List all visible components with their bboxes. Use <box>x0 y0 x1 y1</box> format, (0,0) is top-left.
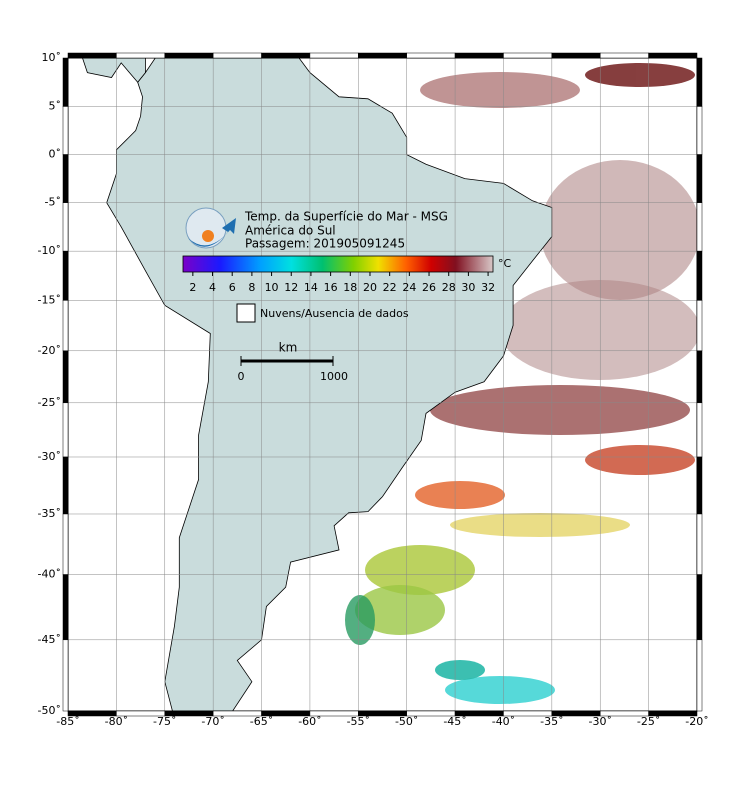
scale-unit: km <box>279 341 298 355</box>
border-segment <box>358 52 407 59</box>
border-segment <box>309 52 359 59</box>
border-segment <box>62 456 69 515</box>
colorbar-tick-label: 26 <box>422 281 436 294</box>
lon-tick-label: -30˚ <box>588 715 611 728</box>
border-segment <box>648 710 698 717</box>
border-segment <box>551 52 601 59</box>
region: América do Sul <box>245 224 336 238</box>
border-segment <box>62 202 69 252</box>
border-segment <box>696 106 703 155</box>
border-segment <box>212 52 262 59</box>
lon-tick-label: -75˚ <box>153 715 176 728</box>
title: Temp. da Superfície do Mar - MSG <box>244 210 448 224</box>
border-segment <box>67 52 117 59</box>
lon-tick-label: -80˚ <box>105 715 128 728</box>
lon-tick-label: -70˚ <box>201 715 224 728</box>
border-segment <box>261 52 311 59</box>
colorbar-tick-label: 14 <box>304 281 318 294</box>
scale-end-label: 1000 <box>320 370 348 383</box>
border-segment <box>454 52 504 59</box>
border-segment <box>62 350 69 404</box>
colorbar-tick-label: 30 <box>461 281 475 294</box>
lat-tick-label: -10˚ <box>38 244 61 257</box>
lat-tick-label: -50˚ <box>38 704 61 717</box>
sst-field <box>345 63 697 704</box>
colorbar-tick-label: 12 <box>284 281 298 294</box>
colorbar-tick-label: 4 <box>209 281 216 294</box>
colorbar-tick-label: 32 <box>481 281 495 294</box>
lat-tick-label: -45˚ <box>38 633 61 646</box>
lat-tick-label: 10˚ <box>42 51 62 64</box>
colorbar <box>182 255 494 273</box>
border-segment <box>503 52 553 59</box>
colorbar-tick-label: 6 <box>229 281 236 294</box>
lat-tick-label: -20˚ <box>38 344 61 357</box>
lat-tick-label: -35˚ <box>38 507 61 520</box>
border-segment <box>696 250 703 301</box>
border-segment <box>164 52 214 59</box>
lat-tick-label: 5˚ <box>49 99 62 112</box>
colorbar-tick-label: 16 <box>324 281 338 294</box>
colorbar-tick-label: 20 <box>363 281 377 294</box>
border-segment <box>62 106 69 155</box>
border-segment <box>599 52 649 59</box>
lat-tick-label: -25˚ <box>38 396 61 409</box>
border-segment <box>62 250 69 301</box>
lon-tick-label: -25˚ <box>637 715 660 728</box>
border-segment <box>62 57 69 107</box>
lon-tick-label: -50˚ <box>395 715 418 728</box>
border-segment <box>696 456 703 515</box>
lon-tick-label: -40˚ <box>492 715 515 728</box>
lat-tick-label: 0˚ <box>49 148 62 161</box>
border-segment <box>696 154 703 203</box>
legend-swatch <box>236 303 256 323</box>
lon-tick-label: -20˚ <box>685 715 708 728</box>
border-segment <box>696 57 703 107</box>
legend-label: Nuvens/Ausencia de dados <box>260 307 409 320</box>
border-segment <box>696 513 703 575</box>
colorbar-tick-label: 18 <box>343 281 357 294</box>
lon-tick-label: -60˚ <box>298 715 321 728</box>
land <box>82 58 146 83</box>
border-segment <box>696 350 703 404</box>
border-segment <box>62 402 69 458</box>
border-segment <box>648 52 698 59</box>
lon-tick-label: -35˚ <box>540 715 563 728</box>
logo <box>185 207 236 249</box>
colorbar-tick-label: 24 <box>402 281 416 294</box>
lon-tick-label: -55˚ <box>347 715 370 728</box>
lon-tick-label: -65˚ <box>250 715 273 728</box>
colorbar-tick-label: 28 <box>442 281 456 294</box>
pass-time: Passagem: 201905091245 <box>245 237 405 251</box>
lat-tick-label: -15˚ <box>38 293 61 306</box>
colorbar-tick-label: 10 <box>265 281 279 294</box>
border-segment <box>696 402 703 458</box>
border-segment <box>406 52 456 59</box>
lat-tick-label: -5˚ <box>45 196 61 209</box>
colorbar-unit: °C <box>498 257 512 270</box>
lat-tick-label: -30˚ <box>38 450 61 463</box>
border-segment <box>696 300 703 352</box>
border-segment <box>696 639 703 712</box>
border-segment <box>62 574 69 641</box>
border-segment <box>62 300 69 352</box>
lon-tick-label: -85˚ <box>56 715 79 728</box>
border-segment <box>62 154 69 203</box>
colorbar-tick-label: 2 <box>189 281 196 294</box>
lon-tick-label: -45˚ <box>443 715 466 728</box>
border-segment <box>116 52 166 59</box>
colorbar-tick-label: 22 <box>383 281 397 294</box>
lat-tick-label: -40˚ <box>38 568 61 581</box>
scale-start: 0 <box>238 370 245 383</box>
border-segment <box>696 202 703 252</box>
border-segment <box>62 513 69 575</box>
colorbar-tick-label: 8 <box>248 281 255 294</box>
border-segment <box>696 574 703 641</box>
border-segment <box>62 639 69 712</box>
